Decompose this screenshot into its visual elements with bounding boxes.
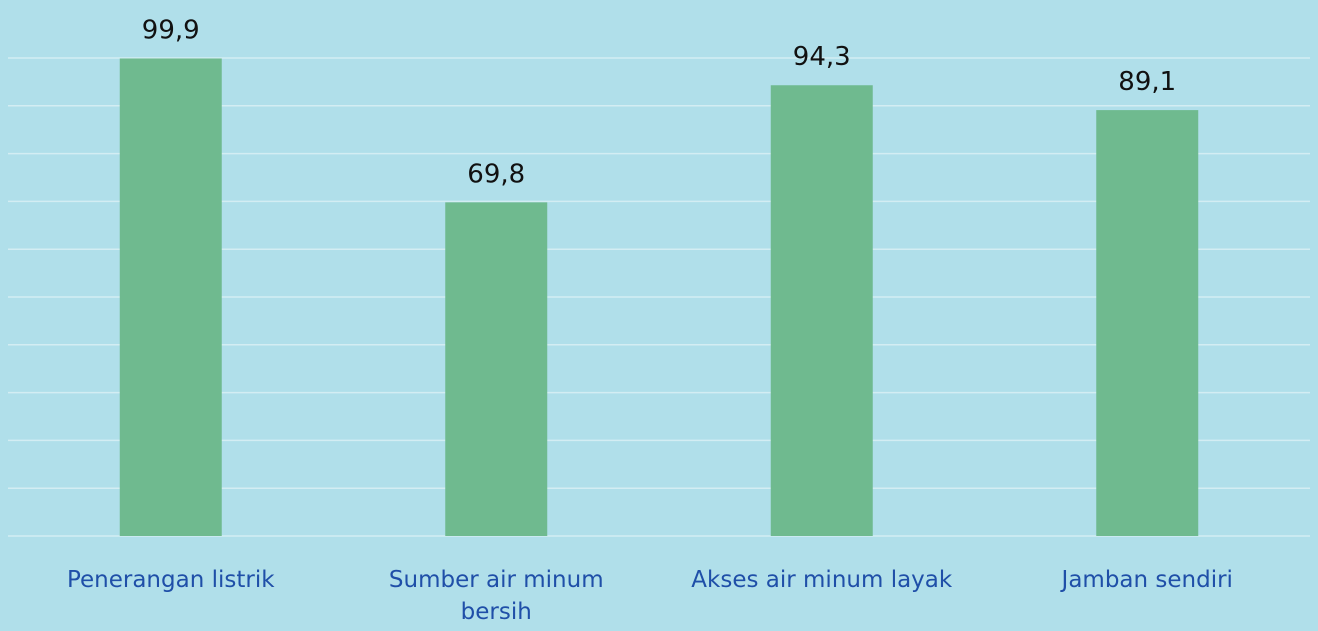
bar <box>1096 110 1199 537</box>
x-tick-label: Sumber air minum bersih <box>388 567 604 625</box>
data-label: 69,8 <box>467 159 525 189</box>
data-label: 94,3 <box>793 42 851 72</box>
x-tick-label: Jamban sendiri <box>1061 567 1233 593</box>
x-tick-label: Akses air minum layak <box>691 567 953 593</box>
x-tick-label: Penerangan listrik <box>66 567 275 593</box>
data-label: 99,9 <box>142 15 200 45</box>
bar <box>445 202 548 536</box>
bar <box>119 58 222 537</box>
data-label: 89,1 <box>1118 67 1176 97</box>
bar <box>770 85 873 536</box>
